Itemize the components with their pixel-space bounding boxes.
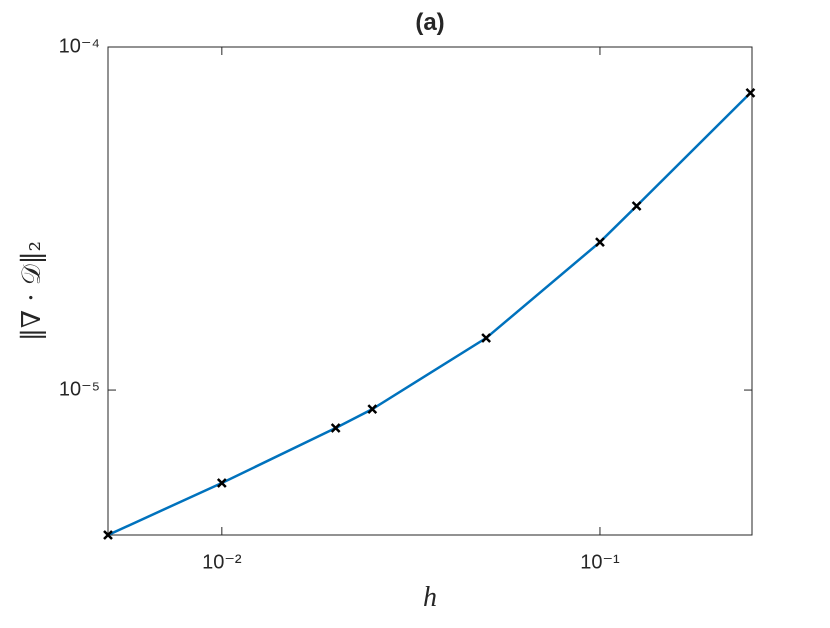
chart-title: (a) <box>415 9 444 36</box>
x-axis-label: h <box>423 582 437 613</box>
x-tick-label: 10⁻² <box>202 551 242 573</box>
y-tick-label: 10⁻⁴ <box>59 35 100 57</box>
marker <box>481 333 492 343</box>
marker <box>103 530 113 540</box>
line <box>107 91 752 537</box>
y-tick-label: 10⁻⁵ <box>59 378 100 400</box>
y-axis-label: ‖∇ · 𝒟‖₂ <box>17 241 47 341</box>
marker <box>745 87 756 98</box>
marker <box>367 404 378 414</box>
marker <box>330 423 341 433</box>
plot-frame <box>107 46 753 536</box>
marker <box>216 478 227 488</box>
x-tick-label: 10⁻¹ <box>580 551 620 573</box>
marker <box>631 201 642 211</box>
marker <box>595 237 605 247</box>
